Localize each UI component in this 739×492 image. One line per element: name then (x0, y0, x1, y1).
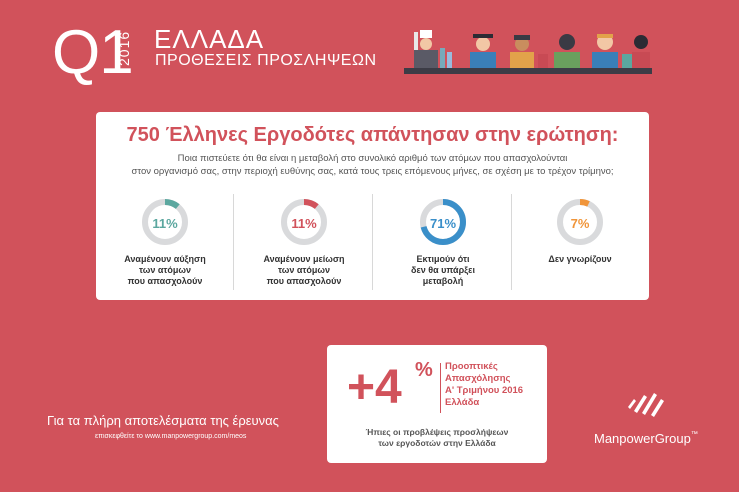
result-value: 71% (429, 216, 457, 231)
outlook-title-line: Απασχόλησης (445, 373, 511, 384)
bottles-icon (440, 48, 452, 68)
manpowergroup-logo-icon (628, 393, 664, 417)
result-decrease: 11% Αναμένουν μείωση των ατόμων που απασ… (235, 197, 373, 297)
result-label: Αναμένουν αύξηση των ατόμων που απασχολο… (96, 254, 234, 287)
ring-fill (142, 199, 188, 245)
header-quarter: Q1 (52, 18, 134, 87)
column-divider (511, 194, 512, 290)
footer-note: Για τα πλήρη αποτελέσματα της έρευνας (47, 413, 279, 428)
outlook-note: Ήπιες οι προβλέψεις προσλήψεων των εργοδ… (327, 427, 547, 449)
result-ring (281, 199, 327, 245)
chef-icon (414, 30, 438, 68)
outlook-box: +4 % Προοπτικές Απασχόλησης Α' Τριμήνου … (327, 345, 547, 463)
header-subtitle: ΠΡΟΘΕΣΕΙΣ ΠΡΟΣΛΗΨΕΩΝ (155, 52, 377, 69)
survey-title: 750 Έλληνες Εργοδότες απάντησαν στην ερώ… (126, 124, 619, 146)
outlook-value: +4 (347, 361, 402, 414)
survey-question-line-2: στον οργανισμό σας, στην περιοχή ευθύνης… (131, 166, 614, 177)
column-divider (372, 194, 373, 290)
ring-fill (281, 199, 327, 245)
footer-link[interactable]: επισκεφθείτε το www.manpowergroup.com/me… (95, 433, 247, 440)
result-label-line: μεταβολή (422, 276, 464, 286)
result-label-line: Αναμένουν μείωση (263, 254, 345, 264)
outlook-title-line: Α' Τριμήνου 2016 (445, 385, 524, 396)
result-label: Αναμένουν μείωση των ατόμων που απασχολο… (235, 254, 373, 287)
result-value: 7% (570, 216, 590, 231)
outlook-title-line: Προοπτικές (445, 361, 498, 372)
result-label-line: που απασχολούν (266, 276, 342, 286)
outlook-divider (440, 363, 441, 413)
calculator-icon (538, 54, 548, 68)
result-ring (142, 199, 188, 245)
result-value: 11% (291, 216, 317, 231)
header-year: 2016 (116, 30, 132, 66)
ring-fill (420, 199, 466, 245)
result-label-line: των ατόμων (277, 265, 331, 275)
result-label-line: των ατόμων (138, 265, 192, 275)
result-ring (420, 199, 466, 245)
outlook-title: Προοπτικές Απασχόλησης Α' Τριμήνου 2016 … (445, 361, 545, 409)
survey-card: 750 Έλληνες Εργοδότες απάντησαν στην ερώ… (96, 112, 649, 300)
outlook-note-line: Ήπιες οι προβλέψεις προσλήψεων (365, 427, 509, 437)
brand-tm: ™ (690, 431, 698, 438)
outlook-title-line: Ελλάδα (445, 397, 480, 408)
column-divider (233, 194, 234, 290)
outlook-unit: % (415, 359, 433, 381)
businessman-icon (592, 34, 618, 68)
result-increase: 11% Αναμένουν αύξηση των ατόμων που απασ… (96, 197, 234, 297)
header-country: ΕΛΛΑΔΑ (154, 24, 265, 54)
result-label-line: Αναμένουν αύξηση (124, 254, 206, 264)
result-label: Δεν γνωρίζουν (511, 254, 649, 265)
uniform-worker-icon (510, 35, 534, 68)
result-label-line: που απασχολούν (127, 276, 203, 286)
ring-fill (557, 199, 603, 245)
outlook-note-line: των εργοδοτών στην Ελλάδα (378, 438, 496, 448)
counter-bar (404, 68, 652, 74)
result-no-change: 71% Εκτιμούν ότι δεν θα υπάρξει μεταβολή (374, 197, 512, 297)
office-worker-icon (554, 34, 580, 68)
brand-name-text: ManpowerGroup (594, 431, 691, 446)
workers-illustration (404, 30, 652, 74)
survey-question-line-1: Ποια πιστεύετε ότι θα είναι η μεταβολή σ… (177, 153, 568, 164)
saleswoman-icon (622, 35, 650, 68)
result-value: 11% (152, 216, 178, 231)
result-label-line: Δεν γνωρίζουν (548, 254, 612, 264)
result-label-line: Εκτιμούν ότι (416, 254, 470, 264)
survey-question: Ποια πιστεύετε ότι θα είναι η μεταβολή σ… (116, 152, 629, 178)
result-dont-know: 7% Δεν γνωρίζουν (511, 197, 649, 297)
graduate-icon (470, 34, 496, 68)
brand-name: ManpowerGroup™ (594, 431, 698, 446)
result-ring (557, 199, 603, 245)
result-label: Εκτιμούν ότι δεν θα υπάρξει μεταβολή (374, 254, 512, 287)
result-label-line: δεν θα υπάρξει (411, 265, 475, 275)
